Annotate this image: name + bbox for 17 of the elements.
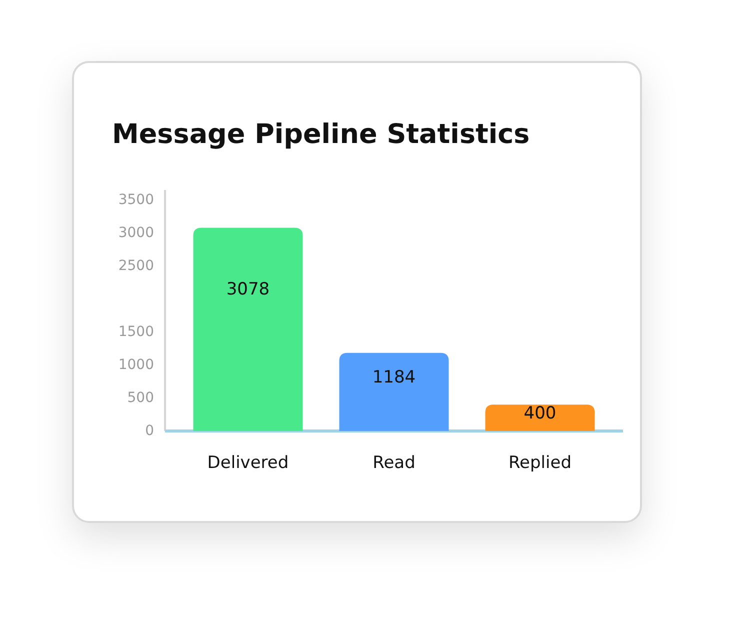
data-label: 400: [524, 404, 556, 424]
data-label: 1184: [372, 367, 416, 388]
y-tick-label: 500: [127, 390, 154, 406]
y-tick-label: 0: [145, 423, 154, 439]
bar: [485, 404, 595, 431]
y-tick-label: 2500: [118, 258, 154, 274]
x-tick-label: Replied: [508, 453, 572, 473]
y-tick-label: 1000: [118, 356, 154, 373]
bar: [193, 228, 303, 431]
bar: [339, 352, 449, 431]
x-tick-label: Delivered: [207, 453, 289, 473]
y-tick-label: 3500: [118, 192, 154, 208]
chart-title: Message Pipeline Statistics: [112, 119, 530, 150]
x-tick-label: Read: [372, 453, 416, 473]
y-tick-label: 3000: [118, 224, 154, 241]
data-label: 3078: [226, 280, 270, 300]
y-tick-label: 1500: [118, 324, 154, 340]
